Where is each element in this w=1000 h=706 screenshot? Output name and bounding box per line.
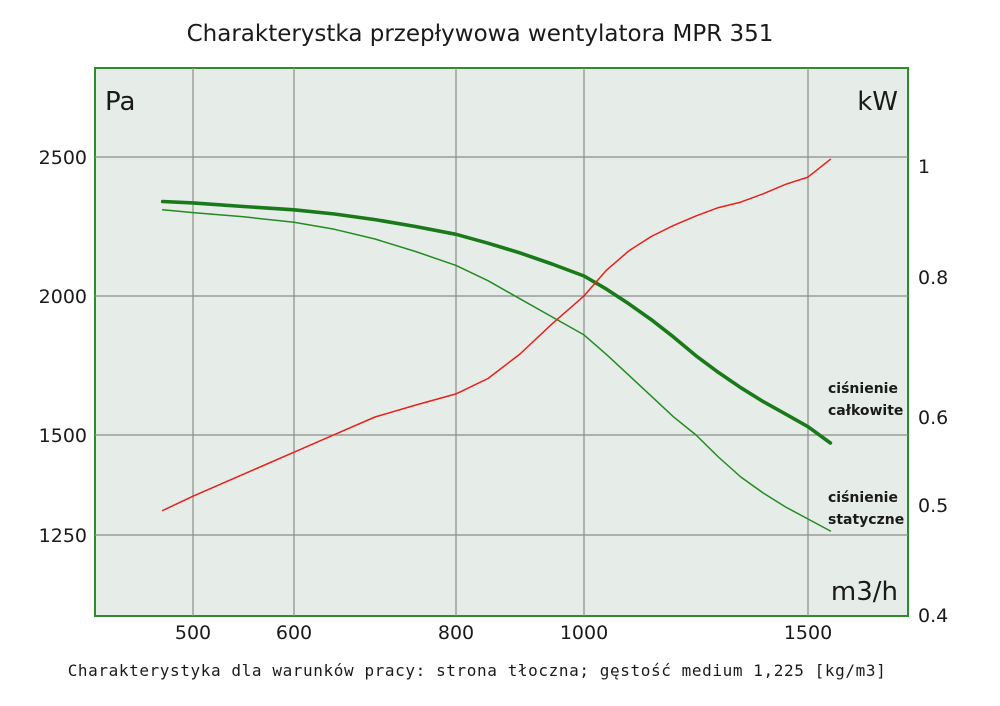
y-right-tick-label: 1: [918, 156, 930, 178]
y-left-unit-label: Pa: [105, 87, 135, 117]
series-label-line: całkowite: [828, 403, 903, 419]
y-right-tick-label: 0.8: [918, 267, 948, 289]
y-right-unit-label: kW: [857, 87, 898, 117]
y-left-tick-label: 2000: [39, 286, 87, 308]
chart-title: Charakterystka przepływowa wentylatora M…: [187, 21, 774, 47]
y-left-tick-label: 2500: [39, 147, 87, 169]
series-label-line: ciśnienie: [828, 490, 898, 506]
x-tick-label: 800: [438, 622, 474, 644]
y-right-tick-label: 0.5: [918, 495, 948, 517]
series-label-line: statyczne: [828, 512, 904, 528]
series-power-line: [161, 158, 832, 512]
series-total-pressure-line: [160, 199, 833, 445]
x-tick-label: 1000: [560, 622, 608, 644]
x-tick-label: 500: [175, 622, 211, 644]
footer-note: Charakterystyka dla warunków pracy: stro…: [68, 661, 887, 680]
plot-area: [94, 67, 909, 617]
y-left-tick-label: 1250: [39, 525, 87, 547]
series-static-pressure-line: [161, 209, 832, 532]
x-tick-label: 600: [276, 622, 312, 644]
y-left-tick-label: 1500: [39, 425, 87, 447]
series-layer: [160, 158, 833, 532]
series-label-line: ciśnienie: [828, 381, 898, 397]
tick-labels: 500 600 800 1000 1500 1250 1500 2000 2500 0.4 0.5 0…: [39, 147, 949, 644]
x-tick-label: 1500: [784, 622, 832, 644]
y-right-tick-label: 0.4: [918, 605, 948, 627]
series-labels: ciśnienie całkowite ciśnienie statyczne: [828, 381, 904, 528]
grid: [95, 68, 908, 616]
x-unit-label: m3/h: [831, 577, 898, 607]
y-right-tick-label: 0.6: [918, 407, 948, 429]
